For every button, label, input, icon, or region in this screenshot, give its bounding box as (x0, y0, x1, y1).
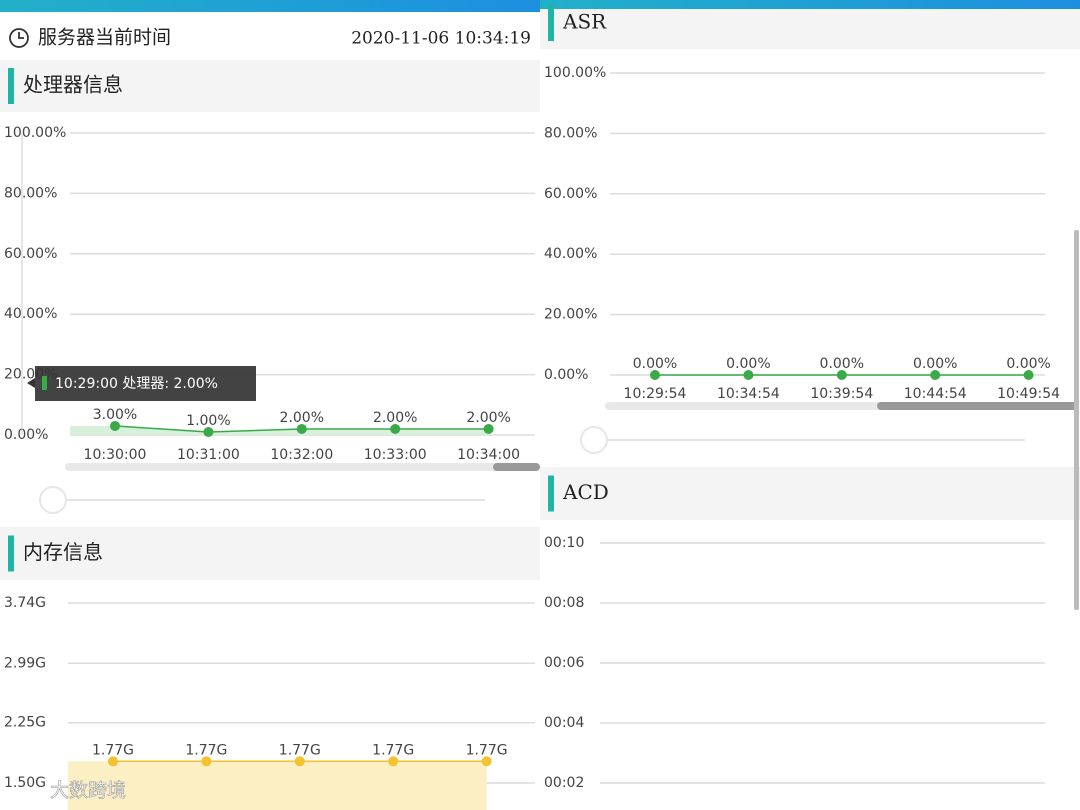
y-tick-label: 60.00% (544, 186, 597, 202)
x-tick-label: 10:44:54 (904, 386, 967, 402)
point (203, 426, 214, 437)
section-header (540, 467, 1080, 520)
value-label: 1.77G (466, 742, 508, 758)
point (201, 756, 212, 767)
x-tick-label: 10:34:00 (457, 447, 520, 463)
section-header (540, 9, 1080, 49)
y-tick-label: 40.00% (4, 306, 57, 322)
x-tick-label: 10:30:00 (84, 447, 147, 463)
section-title: ACD (562, 480, 609, 504)
y-tick-label: 20.00% (544, 307, 597, 323)
value-label: 2.00% (373, 410, 417, 426)
point (836, 370, 847, 380)
y-tick-label: 2.25G (4, 715, 46, 731)
point (483, 423, 494, 434)
y-tick-label: 80.00% (544, 125, 597, 141)
tooltip-swatch (42, 376, 47, 390)
y-tick-label: 100.00% (544, 65, 606, 81)
value-label: 0.00% (820, 356, 864, 372)
top-bar (0, 0, 540, 12)
section-title: 内存信息 (23, 540, 103, 564)
value-label: 0.00% (913, 356, 957, 372)
header-accent (8, 535, 14, 572)
y-tick-label: 40.00% (544, 246, 597, 262)
y-tick-label: 2.99G (4, 655, 46, 671)
value-label: 0.00% (1006, 356, 1050, 372)
x-tick-label: 10:34:54 (717, 386, 780, 402)
value-label: 0.00% (726, 356, 770, 372)
scroll-thumb (493, 463, 540, 471)
y-tick-label: 00:06 (544, 655, 584, 671)
slider-handle (39, 486, 67, 514)
point (743, 370, 754, 380)
value-label: 2.00% (466, 410, 510, 426)
area (70, 425, 489, 435)
scroll-thumb (877, 402, 1078, 410)
section-header (0, 527, 540, 580)
x-tick-label: 10:39:54 (810, 386, 873, 402)
x-tick-label: 10:31:00 (177, 447, 240, 463)
server-time: 2020-11-06 10:34:19 (351, 29, 531, 49)
y-tick-label: 3.74G (4, 595, 46, 611)
section-title: 处理器信息 (23, 73, 123, 97)
top-bar (540, 0, 1080, 9)
y-tick-label: 80.00% (4, 185, 57, 201)
point (930, 370, 941, 380)
point (388, 756, 399, 767)
y-tick-label: 1.50G (4, 775, 46, 791)
tooltip-text: 10:29:00 处理器: 2.00% (55, 376, 218, 392)
header-accent (548, 475, 554, 512)
header-accent (8, 68, 14, 104)
value-label: 1.77G (372, 742, 414, 758)
time-label: 服务器当前时间 (38, 27, 171, 49)
y-tick-label: 00:04 (544, 715, 584, 731)
y-tick-label: 00:08 (544, 595, 584, 611)
tooltip-box (35, 366, 256, 401)
point (650, 370, 660, 380)
value-label: 2.00% (280, 410, 324, 426)
point (110, 420, 120, 431)
value-label: 1.77G (92, 742, 134, 758)
clock-icon (9, 28, 29, 48)
point (296, 423, 307, 434)
y-tick-label: 0.00% (544, 367, 588, 383)
point (390, 423, 401, 434)
charts: 处理器信息 0.00% 20.00% 40.00% 60.00% 80.00% 100.00… (0, 5, 1080, 810)
x-tick-label: 10:29:54 (624, 386, 687, 402)
value-label: 1.00% (186, 413, 230, 429)
scrollbar (1074, 230, 1079, 610)
section-header (0, 60, 540, 112)
value-label: 0.00% (633, 356, 677, 372)
y-tick-label: 100.00% (4, 125, 66, 141)
y-tick-label: 0.00% (4, 427, 48, 443)
point (108, 756, 118, 767)
value-label: 1.77G (185, 742, 227, 758)
section-title: ASR (562, 10, 607, 34)
slider-handle (580, 426, 608, 454)
y-tick-label: 00:02 (544, 775, 584, 791)
value-label: 3.00% (93, 407, 137, 423)
value-label: 1.77G (279, 742, 321, 758)
x-tick-label: 10:32:00 (270, 447, 333, 463)
point (1023, 370, 1034, 380)
tooltip-arrow (27, 378, 35, 388)
header-accent (548, 5, 554, 41)
clock-hands (18, 32, 24, 39)
point (294, 756, 305, 767)
scroll-track (65, 463, 540, 471)
x-tick-label: 10:49:54 (997, 386, 1060, 402)
point (481, 756, 492, 767)
y-tick-label: 60.00% (4, 246, 57, 262)
x-tick-label: 10:33:00 (364, 447, 427, 463)
y-tick-label: 00:10 (544, 535, 584, 551)
area (68, 761, 487, 810)
watermark: 大数跨境 (50, 780, 126, 802)
